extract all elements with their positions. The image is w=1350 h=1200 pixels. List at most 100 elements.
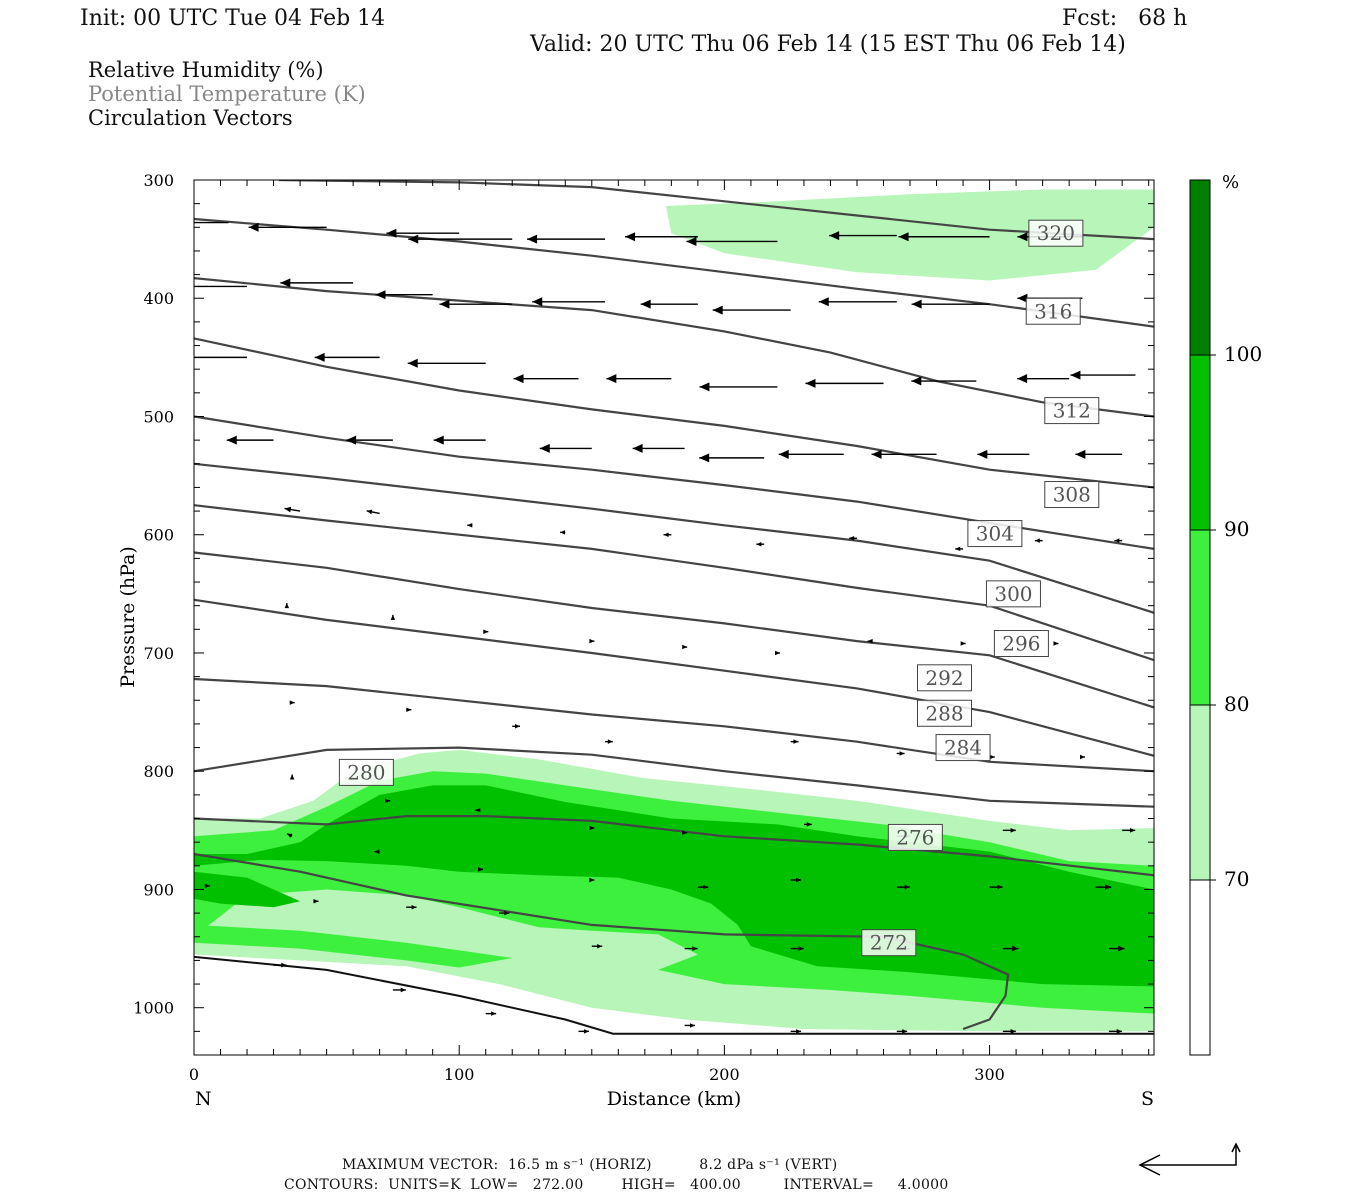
y-tick-800: 800 xyxy=(143,762,174,781)
svg-text:284: 284 xyxy=(944,736,982,760)
colorbar-segment-1 xyxy=(1190,705,1210,880)
theta-contour-296 xyxy=(194,504,1154,662)
colorbar-unit: % xyxy=(1222,172,1239,193)
rh-region-70-80-1 xyxy=(666,189,1154,281)
theta-contour-300 xyxy=(194,462,1154,614)
circulation-vector-74 xyxy=(1002,827,1016,833)
contour-label-320: 320 xyxy=(1028,219,1084,247)
circulation-vector-103 xyxy=(1108,1029,1122,1034)
circulation-vector-4 xyxy=(527,234,606,244)
circulation-vector-80 xyxy=(697,884,709,890)
north-label: N xyxy=(195,1088,212,1110)
circulation-vector-13 xyxy=(439,299,513,309)
circulation-vector-76 xyxy=(286,833,293,838)
theta-contour-292 xyxy=(194,551,1154,709)
circulation-vector-100 xyxy=(790,1029,802,1034)
init-time: Init: 00 UTC Tue 04 Feb 14 xyxy=(80,6,386,31)
colorbar-segment-0 xyxy=(1190,880,1210,1055)
circulation-vector-28 xyxy=(1017,374,1070,384)
theta-contour-312 xyxy=(194,277,1154,418)
contour-label-312: 312 xyxy=(1044,397,1100,425)
circulation-vector-67 xyxy=(289,774,295,780)
circulation-vector-50 xyxy=(284,603,290,609)
y-tick-700: 700 xyxy=(143,644,174,663)
circulation-vector-46 xyxy=(849,536,857,541)
circulation-vector-40 xyxy=(284,506,301,513)
x-tick-0: 0 xyxy=(189,1065,199,1084)
circulation-vector-8 xyxy=(898,232,990,242)
circulation-vector-15 xyxy=(640,299,698,309)
y-tick-600: 600 xyxy=(143,526,174,545)
forecast-hour: Fcst: 68 h xyxy=(1062,6,1188,31)
svg-text:288: 288 xyxy=(925,701,963,725)
circulation-vector-22 xyxy=(407,358,486,368)
circulation-vector-16 xyxy=(712,305,791,315)
circulation-vector-42 xyxy=(467,523,473,528)
circulation-vector-66 xyxy=(1079,754,1085,760)
y-tick-1000: 1000 xyxy=(133,999,174,1018)
x-tick-300: 300 xyxy=(974,1065,1005,1084)
circulation-vector-34 xyxy=(632,443,685,453)
valid-time: Valid: 20 UTC Thu 06 Feb 14 (15 EST Thu … xyxy=(530,32,1126,57)
contour-label-288: 288 xyxy=(916,699,972,727)
circulation-vector-24 xyxy=(606,374,672,384)
circulation-vector-11 xyxy=(280,278,354,288)
circulation-vector-64 xyxy=(896,751,905,756)
svg-text:316: 316 xyxy=(1034,299,1072,323)
circulation-vector-89 xyxy=(591,943,603,949)
circulation-vector-101 xyxy=(896,1029,908,1034)
svg-text:292: 292 xyxy=(925,666,963,690)
circulation-vector-29 xyxy=(1070,370,1136,380)
svg-text:280: 280 xyxy=(347,760,385,784)
circulation-vector-68 xyxy=(385,798,391,804)
legend-theta: Potential Temperature (K) xyxy=(88,82,366,106)
contour-label-284: 284 xyxy=(935,734,991,762)
contour-label-276: 276 xyxy=(887,823,943,851)
circulation-vector-77 xyxy=(374,849,380,854)
y-axis-label: Pressure (hPa) xyxy=(117,546,139,688)
circulation-vector-43 xyxy=(560,530,566,535)
circulation-vector-88 xyxy=(498,910,510,916)
circulation-vector-37 xyxy=(871,449,937,459)
axis-layer: 300 400 500 600 700 800 900 1000 0 100 200 300 xyxy=(133,171,1154,1084)
circulation-vector-94 xyxy=(1108,945,1125,952)
circulation-vector-3 xyxy=(408,234,513,244)
rh-region-80-90-3 xyxy=(194,924,513,968)
legend-rh: Relative Humidity (%) xyxy=(88,58,324,82)
circulation-vector-14 xyxy=(532,297,606,307)
circulation-vector-10 xyxy=(194,285,248,288)
circulation-vector-82 xyxy=(896,884,910,890)
circulation-vector-86 xyxy=(313,899,319,904)
circulation-vector-52 xyxy=(483,629,489,634)
circulation-vector-6 xyxy=(686,236,778,246)
circulation-vector-47 xyxy=(955,546,964,552)
circulation-vector-38 xyxy=(977,449,1030,459)
south-label: S xyxy=(1141,1088,1154,1110)
theta-contour-288 xyxy=(194,598,1154,757)
rh-region-90-100-5 xyxy=(194,871,301,908)
svg-text:300: 300 xyxy=(994,582,1032,606)
y-tick-400: 400 xyxy=(143,289,174,308)
contour-label-304: 304 xyxy=(967,520,1023,548)
y-tick-900: 900 xyxy=(143,880,174,899)
circulation-vector-97 xyxy=(485,1011,497,1016)
circulation-vector-21 xyxy=(314,352,380,362)
circulation-vector-53 xyxy=(589,638,595,644)
legend-vectors: Circulation Vectors xyxy=(88,106,293,130)
circulation-vector-33 xyxy=(539,443,592,453)
circulation-vector-20 xyxy=(194,356,248,359)
circulation-vector-32 xyxy=(433,435,486,445)
theta-contour-308 xyxy=(194,337,1154,489)
theta-contour-316 xyxy=(194,217,1154,328)
x-tick-100: 100 xyxy=(444,1065,475,1084)
theta-contour-276 xyxy=(194,814,1154,877)
x-axis-label: Distance (km) xyxy=(607,1088,742,1110)
circulation-vector-39 xyxy=(1075,449,1123,459)
svg-text:304: 304 xyxy=(976,522,1014,546)
circulation-vector-49 xyxy=(1114,538,1123,543)
contour-label-layer: 272 276 280 284 288 292 296 300 304 308 312 316 320 xyxy=(338,219,1100,957)
circulation-vector-1 xyxy=(248,222,327,232)
circulation-vector-60 xyxy=(406,707,412,712)
circulation-vector-72 xyxy=(803,822,812,827)
colorbar-segment-4 xyxy=(1190,180,1210,355)
